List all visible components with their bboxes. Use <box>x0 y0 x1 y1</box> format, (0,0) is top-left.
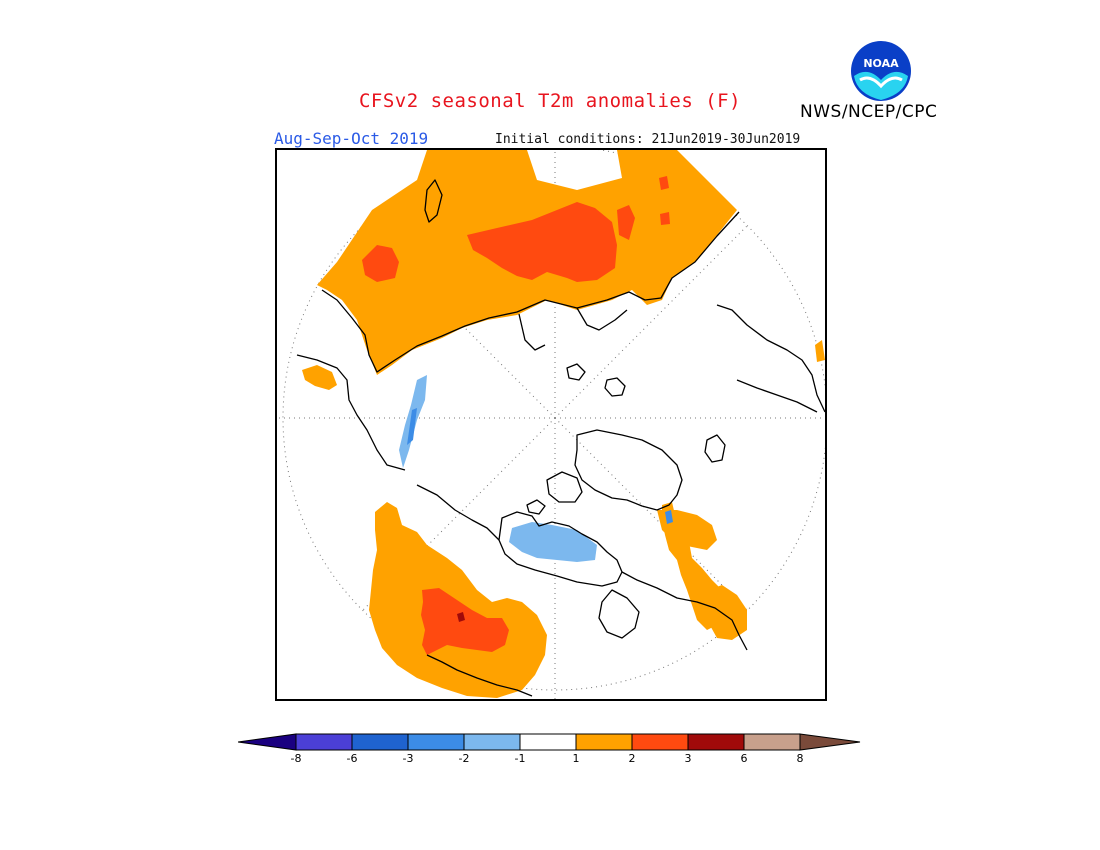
colorbar-bin <box>407 733 465 751</box>
warm-anomaly-region-far-east <box>815 340 825 362</box>
colorbar-label: 8 <box>796 752 804 765</box>
hot-anomaly-patch-4 <box>659 176 669 190</box>
colorbar-bin <box>351 733 409 751</box>
hot-anomaly-patch-2 <box>362 245 399 282</box>
hot-anomaly-patch-5 <box>660 212 670 225</box>
colorbar-label: 1 <box>572 752 580 765</box>
colorbar-arrow-high <box>799 733 861 751</box>
colorbar-bin <box>519 733 577 751</box>
colorbar-label: -3 <box>402 752 414 765</box>
colorbar-bin <box>631 733 689 751</box>
cool-anomaly-patch-3 <box>509 522 597 562</box>
cool-anomaly-streak-2 <box>407 408 417 445</box>
colorbar-bin <box>295 733 353 751</box>
colorbar-bin <box>743 733 801 751</box>
color-bar <box>238 733 861 751</box>
colorbar-label: 6 <box>740 752 748 765</box>
colorbar-label: 3 <box>684 752 692 765</box>
colorbar-bin <box>463 733 521 751</box>
warm-anomaly-region-east-3 <box>707 585 747 640</box>
colorbar-bin <box>687 733 745 751</box>
season-label: Aug-Sep-Oct 2019 <box>274 129 429 148</box>
colorbar-label: -1 <box>514 752 526 765</box>
chart-title: CFSv2 seasonal T2m anomalies (F) <box>358 90 742 112</box>
agency-label: NWS/NCEP/CPC <box>800 102 938 122</box>
noaa-logo: NOAA <box>851 41 911 101</box>
very-hot-anomaly-patch <box>457 612 465 622</box>
cool-anomaly-patch-4 <box>665 510 673 524</box>
anomaly-map-svg <box>277 150 825 699</box>
colorbar-bin <box>575 733 633 751</box>
warm-anomaly-region-west <box>302 365 337 390</box>
warm-anomaly-region-north-america <box>369 502 547 698</box>
hot-anomaly-patch-1 <box>467 202 617 282</box>
colorbar-label: 2 <box>628 752 636 765</box>
noaa-logo-text: NOAA <box>863 57 899 70</box>
colorbar-arrow-low <box>238 733 297 751</box>
colorbar-label: -6 <box>346 752 358 765</box>
colorbar-label: -2 <box>458 752 470 765</box>
hot-anomaly-patch-3 <box>617 205 635 240</box>
coastlines <box>296 179 825 697</box>
polar-map <box>275 148 827 701</box>
hot-anomaly-patch-north-america <box>421 588 509 655</box>
initial-conditions-label: Initial conditions: 21Jun2019-30Jun2019 <box>495 132 801 147</box>
colorbar-label: -8 <box>290 752 302 765</box>
